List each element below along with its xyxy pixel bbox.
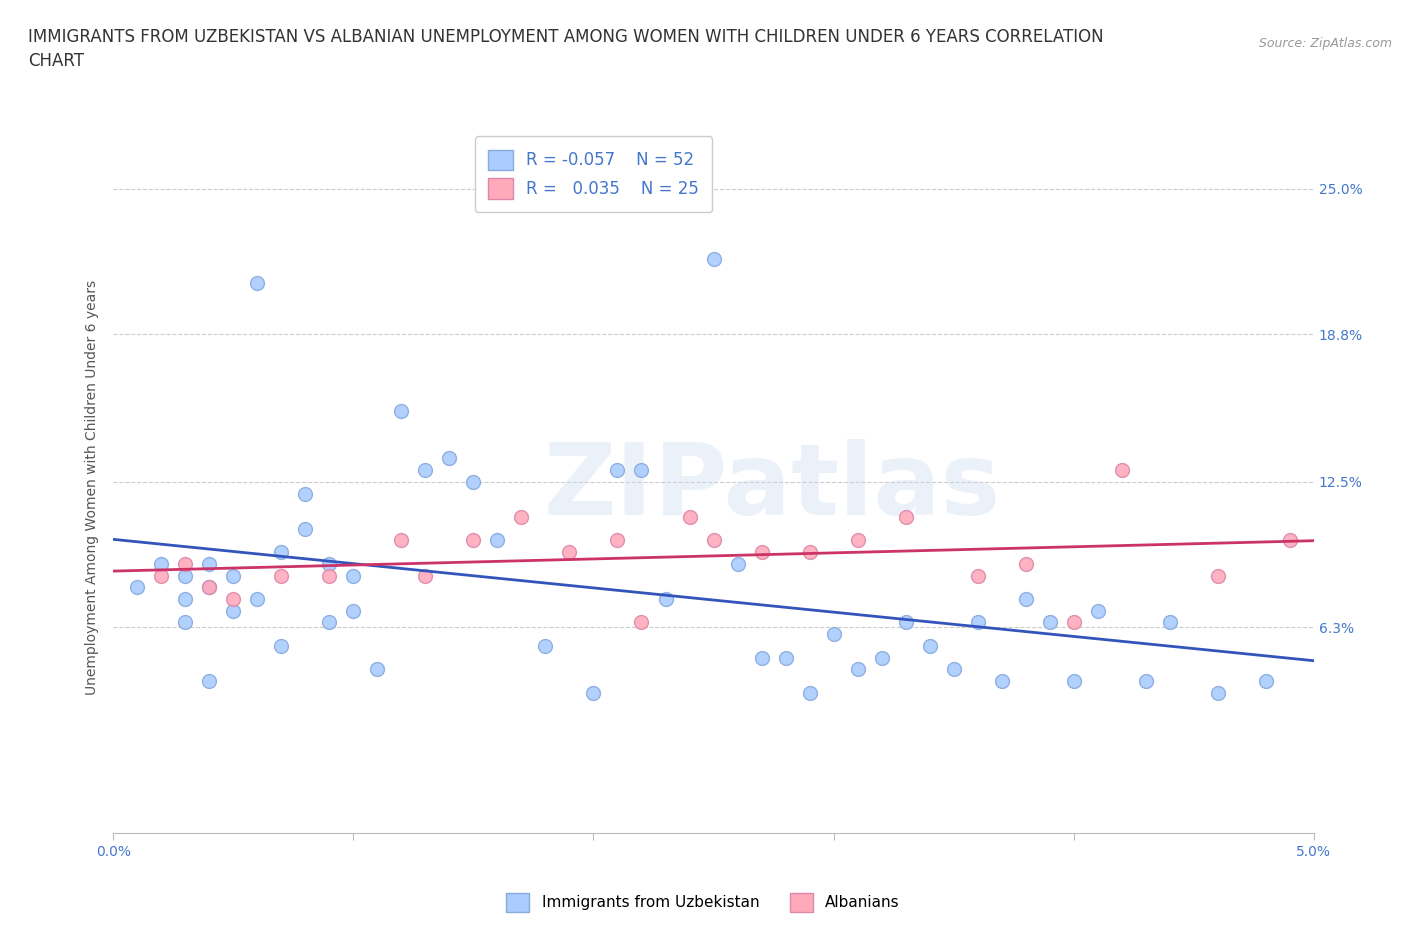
Point: [198, 579, 221, 594]
Point: [318, 615, 340, 630]
Point: [846, 533, 869, 548]
Point: [318, 568, 340, 583]
Point: [558, 545, 581, 560]
Point: [751, 545, 773, 560]
Text: Source: ZipAtlas.com: Source: ZipAtlas.com: [1258, 37, 1392, 50]
Point: [270, 568, 292, 583]
Point: [1015, 591, 1038, 606]
Point: [870, 650, 893, 665]
Point: [823, 627, 845, 642]
Point: [775, 650, 797, 665]
Point: [486, 533, 509, 548]
Point: [198, 556, 221, 571]
Point: [630, 615, 652, 630]
Point: [294, 521, 316, 536]
Point: [894, 510, 917, 525]
Point: [270, 638, 292, 653]
Point: [966, 568, 988, 583]
Point: [294, 486, 316, 501]
Point: [606, 462, 628, 477]
Point: [1111, 462, 1133, 477]
Point: [702, 533, 724, 548]
Point: [1278, 533, 1301, 548]
Point: [342, 568, 364, 583]
Point: [342, 604, 364, 618]
Point: [366, 662, 388, 677]
Point: [1135, 673, 1157, 688]
Point: [1039, 615, 1062, 630]
Point: [751, 650, 773, 665]
Point: [389, 404, 412, 418]
Point: [1159, 615, 1181, 630]
Point: [389, 533, 412, 548]
Point: [318, 556, 340, 571]
Point: [799, 685, 821, 700]
Point: [1206, 685, 1229, 700]
Point: [1206, 568, 1229, 583]
Text: Patlas: Patlas: [654, 439, 1001, 536]
Point: [1063, 673, 1085, 688]
Point: [1087, 604, 1109, 618]
Point: [606, 533, 628, 548]
Point: [198, 579, 221, 594]
Point: [270, 545, 292, 560]
Point: [222, 604, 245, 618]
Point: [439, 451, 461, 466]
Point: [846, 662, 869, 677]
Point: [727, 556, 749, 571]
Point: [1254, 673, 1277, 688]
Point: [415, 462, 437, 477]
Point: [510, 510, 533, 525]
Point: [534, 638, 557, 653]
Point: [463, 533, 485, 548]
Point: [174, 615, 197, 630]
Point: [702, 252, 724, 267]
Point: [990, 673, 1012, 688]
Point: [942, 662, 965, 677]
Point: [630, 462, 652, 477]
Point: [654, 591, 676, 606]
Point: [222, 591, 245, 606]
Point: [678, 510, 700, 525]
Point: [1015, 556, 1038, 571]
Point: [246, 591, 269, 606]
Point: [127, 579, 149, 594]
Legend: Immigrants from Uzbekistan, Albanians: Immigrants from Uzbekistan, Albanians: [501, 887, 905, 918]
Point: [966, 615, 988, 630]
Point: [799, 545, 821, 560]
Point: [174, 568, 197, 583]
Point: [174, 556, 197, 571]
Point: [222, 568, 245, 583]
Point: [150, 556, 173, 571]
Point: [150, 568, 173, 583]
Text: IMMIGRANTS FROM UZBEKISTAN VS ALBANIAN UNEMPLOYMENT AMONG WOMEN WITH CHILDREN UN: IMMIGRANTS FROM UZBEKISTAN VS ALBANIAN U…: [28, 28, 1104, 70]
Point: [415, 568, 437, 583]
Point: [582, 685, 605, 700]
Point: [174, 591, 197, 606]
Point: [198, 673, 221, 688]
Point: [463, 474, 485, 489]
Point: [1063, 615, 1085, 630]
Point: [918, 638, 941, 653]
Legend: R = -0.057    N = 52, R =   0.035    N = 25: R = -0.057 N = 52, R = 0.035 N = 25: [475, 137, 713, 212]
Point: [246, 275, 269, 290]
Point: [894, 615, 917, 630]
Y-axis label: Unemployment Among Women with Children Under 6 years: Unemployment Among Women with Children U…: [86, 280, 100, 696]
Text: ZI: ZI: [544, 439, 654, 536]
